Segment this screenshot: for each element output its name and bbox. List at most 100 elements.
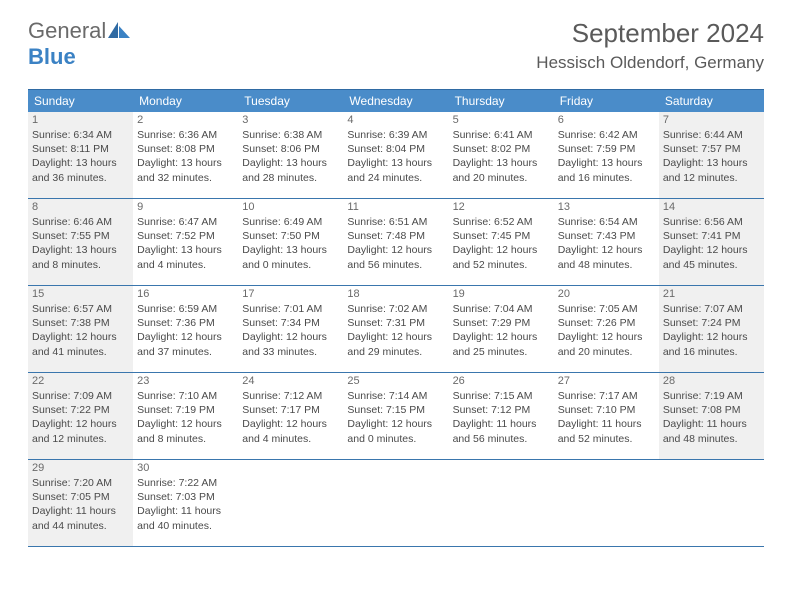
daylight-line-2: and 25 minutes. — [453, 345, 550, 359]
day-cell: 16Sunrise: 6:59 AMSunset: 7:36 PMDayligh… — [133, 286, 238, 372]
daylight-line-1: Daylight: 13 hours — [663, 156, 760, 170]
day-number: 4 — [347, 114, 444, 128]
sunrise-line: Sunrise: 6:34 AM — [32, 128, 129, 142]
day-number: 28 — [663, 375, 760, 389]
weekday-header: Tuesday — [238, 90, 343, 112]
sunset-line: Sunset: 7:36 PM — [137, 316, 234, 330]
day-cell: 1Sunrise: 6:34 AMSunset: 8:11 PMDaylight… — [28, 112, 133, 198]
day-cell: 26Sunrise: 7:15 AMSunset: 7:12 PMDayligh… — [449, 373, 554, 459]
daylight-line-2: and 29 minutes. — [347, 345, 444, 359]
sunset-line: Sunset: 8:06 PM — [242, 142, 339, 156]
daylight-line-1: Daylight: 13 hours — [32, 243, 129, 257]
sunrise-line: Sunrise: 6:39 AM — [347, 128, 444, 142]
sunset-line: Sunset: 7:03 PM — [137, 490, 234, 504]
weekday-header: Sunday — [28, 90, 133, 112]
sunset-line: Sunset: 7:41 PM — [663, 229, 760, 243]
sunrise-line: Sunrise: 6:54 AM — [558, 215, 655, 229]
daylight-line-1: Daylight: 11 hours — [453, 417, 550, 431]
day-number: 3 — [242, 114, 339, 128]
day-number: 10 — [242, 201, 339, 215]
day-cell: 7Sunrise: 6:44 AMSunset: 7:57 PMDaylight… — [659, 112, 764, 198]
day-cell: 11Sunrise: 6:51 AMSunset: 7:48 PMDayligh… — [343, 199, 448, 285]
day-number: 18 — [347, 288, 444, 302]
daylight-line-2: and 48 minutes. — [558, 258, 655, 272]
daylight-line-1: Daylight: 11 hours — [32, 504, 129, 518]
sunset-line: Sunset: 8:04 PM — [347, 142, 444, 156]
daylight-line-1: Daylight: 12 hours — [32, 417, 129, 431]
daylight-line-1: Daylight: 12 hours — [663, 243, 760, 257]
weekday-header: Friday — [554, 90, 659, 112]
daylight-line-1: Daylight: 12 hours — [347, 330, 444, 344]
day-number: 2 — [137, 114, 234, 128]
day-cell: 2Sunrise: 6:36 AMSunset: 8:08 PMDaylight… — [133, 112, 238, 198]
day-number: 5 — [453, 114, 550, 128]
daylight-line-2: and 16 minutes. — [558, 171, 655, 185]
week-row: 29Sunrise: 7:20 AMSunset: 7:05 PMDayligh… — [28, 460, 764, 547]
daylight-line-2: and 16 minutes. — [663, 345, 760, 359]
daylight-line-2: and 20 minutes. — [453, 171, 550, 185]
daylight-line-2: and 0 minutes. — [347, 432, 444, 446]
daylight-line-2: and 4 minutes. — [242, 432, 339, 446]
brand-blue: Blue — [28, 44, 76, 69]
day-cell: 18Sunrise: 7:02 AMSunset: 7:31 PMDayligh… — [343, 286, 448, 372]
sunset-line: Sunset: 7:22 PM — [32, 403, 129, 417]
sunrise-line: Sunrise: 6:59 AM — [137, 302, 234, 316]
calendar: SundayMondayTuesdayWednesdayThursdayFrid… — [28, 89, 764, 547]
day-cell: 9Sunrise: 6:47 AMSunset: 7:52 PMDaylight… — [133, 199, 238, 285]
sunset-line: Sunset: 7:45 PM — [453, 229, 550, 243]
week-row: 22Sunrise: 7:09 AMSunset: 7:22 PMDayligh… — [28, 373, 764, 460]
sunset-line: Sunset: 7:31 PM — [347, 316, 444, 330]
daylight-line-1: Daylight: 13 hours — [242, 243, 339, 257]
daylight-line-1: Daylight: 12 hours — [453, 243, 550, 257]
week-row: 15Sunrise: 6:57 AMSunset: 7:38 PMDayligh… — [28, 286, 764, 373]
sunset-line: Sunset: 7:38 PM — [32, 316, 129, 330]
daylight-line-1: Daylight: 12 hours — [137, 417, 234, 431]
sunrise-line: Sunrise: 7:01 AM — [242, 302, 339, 316]
day-number: 1 — [32, 114, 129, 128]
daylight-line-1: Daylight: 12 hours — [242, 417, 339, 431]
sunset-line: Sunset: 7:19 PM — [137, 403, 234, 417]
daylight-line-1: Daylight: 11 hours — [663, 417, 760, 431]
month-title: September 2024 — [536, 18, 764, 49]
day-number: 30 — [137, 462, 234, 476]
day-cell: 14Sunrise: 6:56 AMSunset: 7:41 PMDayligh… — [659, 199, 764, 285]
daylight-line-1: Daylight: 12 hours — [242, 330, 339, 344]
day-number: 29 — [32, 462, 129, 476]
daylight-line-2: and 45 minutes. — [663, 258, 760, 272]
daylight-line-2: and 36 minutes. — [32, 171, 129, 185]
daylight-line-2: and 56 minutes. — [347, 258, 444, 272]
sunrise-line: Sunrise: 6:36 AM — [137, 128, 234, 142]
sunrise-line: Sunrise: 6:47 AM — [137, 215, 234, 229]
day-cell: 3Sunrise: 6:38 AMSunset: 8:06 PMDaylight… — [238, 112, 343, 198]
day-number: 6 — [558, 114, 655, 128]
day-cell: 6Sunrise: 6:42 AMSunset: 7:59 PMDaylight… — [554, 112, 659, 198]
sunrise-line: Sunrise: 6:57 AM — [32, 302, 129, 316]
week-row: 1Sunrise: 6:34 AMSunset: 8:11 PMDaylight… — [28, 112, 764, 199]
day-cell: 19Sunrise: 7:04 AMSunset: 7:29 PMDayligh… — [449, 286, 554, 372]
sunset-line: Sunset: 7:15 PM — [347, 403, 444, 417]
sunset-line: Sunset: 7:05 PM — [32, 490, 129, 504]
daylight-line-1: Daylight: 13 hours — [242, 156, 339, 170]
sunset-line: Sunset: 7:12 PM — [453, 403, 550, 417]
sunrise-line: Sunrise: 6:49 AM — [242, 215, 339, 229]
day-cell: 25Sunrise: 7:14 AMSunset: 7:15 PMDayligh… — [343, 373, 448, 459]
day-cell: 17Sunrise: 7:01 AMSunset: 7:34 PMDayligh… — [238, 286, 343, 372]
daylight-line-2: and 52 minutes. — [453, 258, 550, 272]
sunrise-line: Sunrise: 6:52 AM — [453, 215, 550, 229]
sunset-line: Sunset: 8:02 PM — [453, 142, 550, 156]
daylight-line-2: and 33 minutes. — [242, 345, 339, 359]
daylight-line-2: and 37 minutes. — [137, 345, 234, 359]
day-cell: 27Sunrise: 7:17 AMSunset: 7:10 PMDayligh… — [554, 373, 659, 459]
day-number: 25 — [347, 375, 444, 389]
daylight-line-1: Daylight: 12 hours — [453, 330, 550, 344]
daylight-line-2: and 0 minutes. — [242, 258, 339, 272]
weeks-container: 1Sunrise: 6:34 AMSunset: 8:11 PMDaylight… — [28, 112, 764, 547]
daylight-line-2: and 20 minutes. — [558, 345, 655, 359]
day-cell: 8Sunrise: 6:46 AMSunset: 7:55 PMDaylight… — [28, 199, 133, 285]
weekday-header: Thursday — [449, 90, 554, 112]
day-cell — [659, 460, 764, 546]
sunrise-line: Sunrise: 7:15 AM — [453, 389, 550, 403]
sunrise-line: Sunrise: 7:09 AM — [32, 389, 129, 403]
daylight-line-2: and 56 minutes. — [453, 432, 550, 446]
daylight-line-1: Daylight: 12 hours — [137, 330, 234, 344]
